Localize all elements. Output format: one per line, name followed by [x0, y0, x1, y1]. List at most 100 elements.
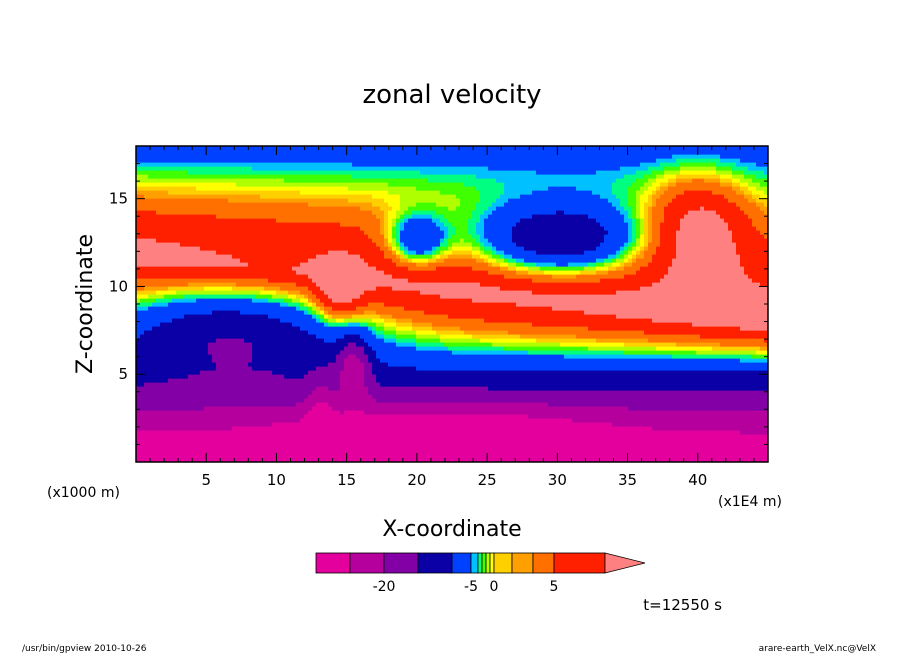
field-cell	[508, 370, 513, 375]
field-cell	[156, 354, 161, 359]
field-cell	[592, 422, 597, 427]
field-cell	[312, 414, 317, 419]
field-cell	[180, 354, 185, 359]
field-cell	[140, 450, 145, 455]
field-cell	[628, 362, 633, 367]
field-cell	[140, 338, 145, 343]
field-cell	[552, 386, 557, 391]
field-cell	[352, 390, 357, 395]
field-cell	[368, 438, 373, 443]
field-cell	[288, 422, 293, 427]
field-cell	[168, 406, 173, 411]
field-cell	[196, 414, 201, 419]
field-cell	[656, 434, 661, 439]
field-cell	[740, 438, 745, 443]
field-cell	[208, 450, 213, 455]
field-cell	[724, 382, 729, 387]
field-cell	[604, 374, 609, 379]
field-cell	[444, 454, 449, 459]
field-cell	[176, 422, 181, 427]
field-cell	[688, 354, 693, 359]
field-cell	[320, 450, 325, 455]
field-cell	[520, 406, 525, 411]
field-cell	[760, 362, 765, 367]
field-cell	[696, 346, 701, 351]
field-cell	[548, 382, 553, 387]
field-cell	[756, 346, 761, 351]
field-cell	[384, 458, 389, 462]
field-cell	[496, 394, 501, 399]
field-cell	[540, 370, 545, 375]
field-cell	[680, 402, 685, 407]
field-cell	[376, 374, 381, 379]
field-cell	[212, 370, 217, 375]
field-cell	[544, 362, 549, 367]
field-cell	[560, 422, 565, 427]
field-cell	[336, 418, 341, 423]
field-cell	[548, 370, 553, 375]
field-cell	[344, 366, 349, 371]
field-cell	[656, 418, 661, 423]
field-cell	[352, 450, 357, 455]
field-cell	[664, 442, 669, 447]
field-cell	[236, 370, 241, 375]
field-cell	[224, 434, 229, 439]
field-cell	[444, 426, 449, 431]
field-cell	[652, 418, 657, 423]
field-cell	[280, 410, 285, 415]
field-cell	[440, 366, 445, 371]
field-cell	[748, 390, 753, 395]
field-cell	[544, 358, 549, 363]
field-cell	[752, 390, 757, 395]
field-cell	[276, 418, 281, 423]
field-cell	[176, 434, 181, 439]
field-cell	[164, 350, 169, 355]
field-cell	[244, 386, 249, 391]
field-cell	[756, 342, 761, 347]
field-cell	[152, 338, 157, 343]
field-cell	[660, 366, 665, 371]
field-cell	[156, 438, 161, 443]
field-cell	[200, 410, 205, 415]
field-cell	[224, 354, 229, 359]
field-cell	[484, 446, 489, 451]
field-cell	[572, 338, 577, 343]
field-cell	[340, 382, 345, 387]
field-cell	[140, 402, 145, 407]
field-cell	[580, 438, 585, 443]
field-cell	[228, 410, 233, 415]
field-cell	[624, 382, 629, 387]
field-cell	[336, 366, 341, 371]
field-cell	[652, 346, 657, 351]
field-cell	[412, 422, 417, 427]
field-cell	[360, 450, 365, 455]
field-cell	[320, 390, 325, 395]
field-cell	[232, 422, 237, 427]
field-cell	[328, 450, 333, 455]
field-cell	[504, 398, 509, 403]
field-cell	[448, 410, 453, 415]
field-cell	[684, 378, 689, 383]
field-cell	[428, 398, 433, 403]
field-cell	[684, 430, 689, 435]
field-cell	[144, 430, 149, 435]
field-cell	[740, 418, 745, 423]
field-cell	[764, 362, 768, 367]
field-cell	[756, 378, 761, 383]
field-cell	[736, 406, 741, 411]
field-cell	[184, 354, 189, 359]
field-cell	[688, 454, 693, 459]
field-cell	[304, 374, 309, 379]
field-cell	[164, 358, 169, 363]
field-cell	[244, 346, 249, 351]
field-cell	[624, 422, 629, 427]
field-cell	[280, 402, 285, 407]
field-cell	[284, 378, 289, 383]
field-cell	[644, 378, 649, 383]
field-cell	[436, 346, 441, 351]
field-cell	[556, 362, 561, 367]
field-cell	[332, 390, 337, 395]
field-cell	[532, 342, 537, 347]
field-cell	[456, 366, 461, 371]
field-cell	[436, 454, 441, 459]
